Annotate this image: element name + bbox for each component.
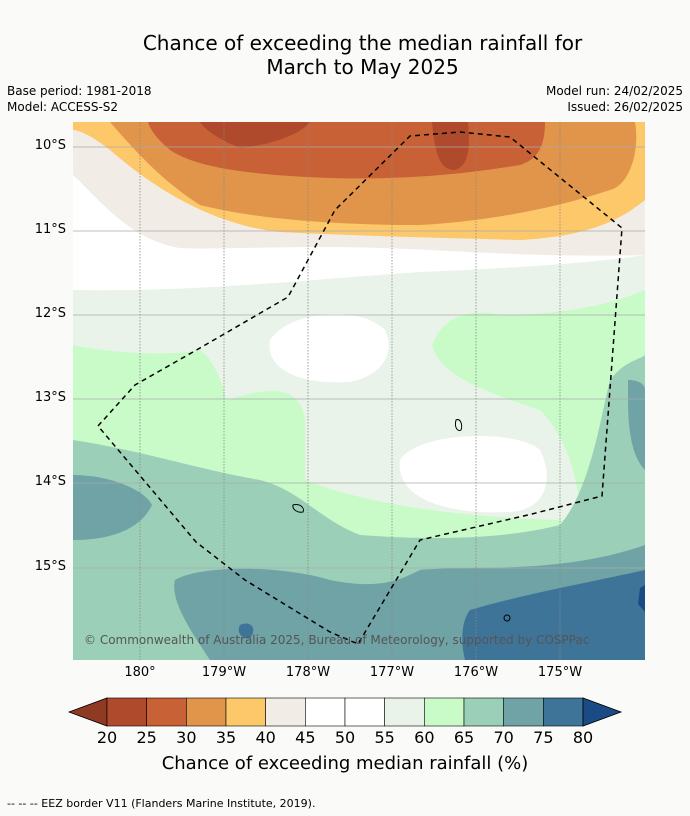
colorbar-tick-label: 25 xyxy=(136,728,157,747)
island-outline-2 xyxy=(292,504,304,513)
colorbar-segment xyxy=(424,697,465,727)
colorbar-tick-label: 45 xyxy=(295,728,316,747)
colorbar-segment xyxy=(543,697,584,727)
lat-label-13s: 13°S xyxy=(34,390,66,405)
map-title-line1: Chance of exceeding the median rainfall … xyxy=(142,31,583,55)
colorbar-label: Chance of exceeding median rainfall (%) xyxy=(161,753,529,774)
colorbar-tick-label: 65 xyxy=(453,728,475,747)
colorbar-tick-label: 60 xyxy=(414,728,435,747)
colorbar-segment xyxy=(305,697,346,727)
lat-label-11s: 11°S xyxy=(34,222,66,237)
colorbar-segment xyxy=(503,697,544,727)
base-period: Base period: 1981-2018 xyxy=(7,84,152,98)
colorbar-segment xyxy=(186,697,227,727)
colorbar xyxy=(67,697,623,727)
colorbar-segment xyxy=(106,697,147,727)
copyright-notice: © Commonwealth of Australia 2025, Bureau… xyxy=(84,633,590,647)
lat-label-10s: 10°S xyxy=(34,138,66,153)
lat-label-15s: 15°S xyxy=(34,559,66,574)
colorbar-tick-label: 55 xyxy=(374,728,395,747)
colorbar-tick-label: 80 xyxy=(572,728,594,747)
map-title-line2: March to May 2025 xyxy=(266,55,459,79)
lon-label-180: 180° xyxy=(124,665,156,680)
colorbar-tick-label: 20 xyxy=(96,728,118,747)
band-70-75-west xyxy=(73,475,152,540)
colorbar-segment xyxy=(463,697,504,727)
colorbar-tick-label: 35 xyxy=(215,728,237,747)
band-20-25-west xyxy=(200,122,310,148)
band-20-25-east xyxy=(432,122,469,170)
colorbar-tick-label: 50 xyxy=(334,728,356,747)
colorbar-extend-low xyxy=(67,697,108,727)
colorbar-tick-label: 70 xyxy=(493,728,514,747)
lon-label-177w: 177°W xyxy=(369,665,415,680)
colorbar-segment xyxy=(146,697,187,727)
lon-label-176w: 176°W xyxy=(453,665,499,680)
model-run: Model run: 24/02/2025 xyxy=(545,84,683,98)
island-outline-3 xyxy=(503,614,511,622)
pocket-50-55-north xyxy=(269,313,389,383)
lat-label-12s: 12°S xyxy=(34,306,66,321)
band-75-80 xyxy=(462,570,645,660)
lat-label-14s: 14°S xyxy=(34,474,66,489)
pocket-50-55-south xyxy=(399,436,547,513)
lon-label-178w: 178°W xyxy=(285,665,331,680)
colorbar-segment xyxy=(225,697,266,727)
colorbar-segment xyxy=(265,697,306,727)
lon-label-179w: 179°W xyxy=(201,665,247,680)
band-70-75-east xyxy=(628,380,645,470)
band-75-80-spot xyxy=(238,623,254,639)
colorbar-segment xyxy=(344,697,385,727)
band-above-80 xyxy=(638,585,645,612)
island-outline xyxy=(455,419,463,431)
issued-date: Issued: 26/02/2025 xyxy=(567,100,683,114)
meridians xyxy=(139,122,561,660)
colorbar-extend-high xyxy=(582,697,623,727)
lon-label-175w: 175°W xyxy=(537,665,583,680)
graticule xyxy=(73,146,645,569)
colorbar-segment xyxy=(384,697,425,727)
colorbar-tick-label: 30 xyxy=(176,728,197,747)
colorbar-tick-label: 75 xyxy=(533,728,554,747)
model-name: Model: ACCESS-S2 xyxy=(7,100,119,114)
colorbar-tick-label: 40 xyxy=(255,728,276,747)
eez-footnote: -- -- -- EEZ border V11 (Flanders Marine… xyxy=(7,797,316,810)
map-field xyxy=(73,122,645,660)
